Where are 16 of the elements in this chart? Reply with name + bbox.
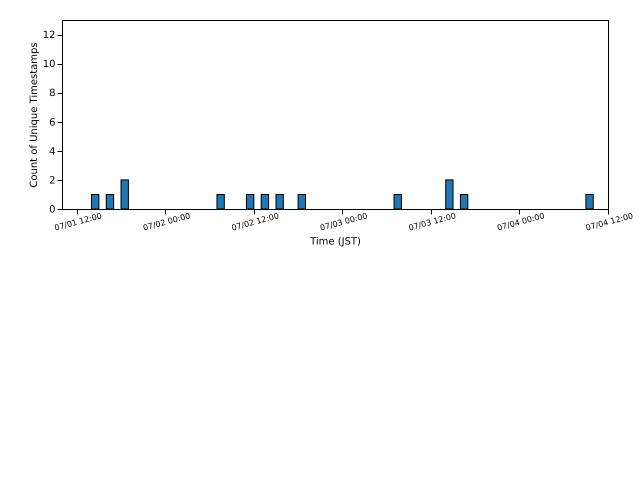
y-tick-label: 0: [49, 204, 56, 216]
x-axis-title: Time (JST): [309, 236, 362, 248]
x-tick-label: 07/01 12:00: [54, 211, 103, 233]
y-axis-title: Count of Unique Timestamps: [28, 42, 40, 188]
x-tick-label: 07/02 00:00: [142, 211, 192, 233]
x-tick-label: 07/02 12:00: [230, 211, 280, 233]
y-tick-label: 2: [49, 175, 56, 186]
x-tick-label: 07/03 12:00: [408, 211, 457, 233]
y-tick-label: 10: [42, 59, 56, 70]
x-tick-label: 07/04 00:00: [496, 211, 546, 233]
x-tick-label: 07/03 00:00: [319, 211, 368, 233]
x-tick-label: 07/04 12:00: [584, 211, 634, 233]
y-tick-label: 6: [49, 117, 56, 128]
y-tick-label: 4: [49, 146, 56, 158]
y-tick-label: 12: [42, 30, 56, 42]
y-tick-label: 8: [49, 88, 56, 100]
